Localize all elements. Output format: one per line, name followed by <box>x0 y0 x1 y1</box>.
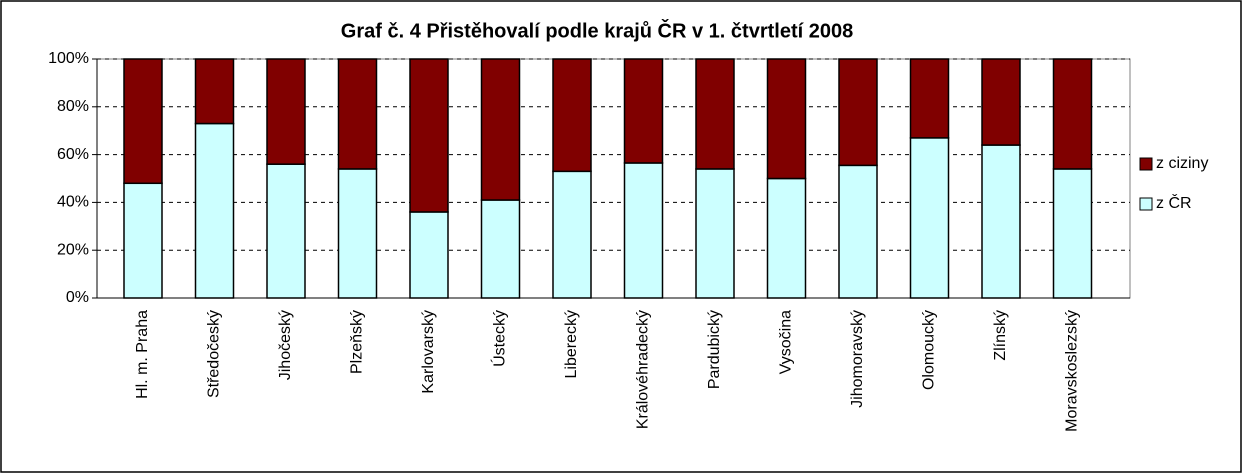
bar-segment <box>981 144 1021 299</box>
bar-segment <box>337 58 378 170</box>
x-tick-label: Karlovarský <box>420 310 437 394</box>
bar-segment <box>695 168 735 299</box>
bar-segment <box>266 163 306 299</box>
x-tick-label: Zlínský <box>992 310 1009 361</box>
bar-segment <box>909 137 950 299</box>
legend-swatch <box>1139 197 1153 211</box>
y-tick-label: 80% <box>57 98 89 115</box>
bar-segment <box>838 58 878 167</box>
bar-segment <box>194 122 235 299</box>
bar-segment <box>194 58 235 125</box>
bar-segment <box>409 58 449 213</box>
bar-segment <box>123 182 163 299</box>
plot-area <box>96 58 1131 299</box>
x-tick-label: Olomoucký <box>921 310 938 390</box>
y-tick-label: 100% <box>48 50 89 67</box>
bar-segment <box>623 58 664 164</box>
x-tick-label: Královéhradecký <box>635 310 652 429</box>
x-tick-label: Ústecký <box>490 310 509 367</box>
bar-segment <box>623 162 664 299</box>
legend-swatch <box>1139 157 1153 171</box>
bar-segment <box>766 177 807 299</box>
bar-segment <box>695 58 735 170</box>
bar-segment <box>480 199 521 299</box>
y-tick-label: 60% <box>57 146 89 163</box>
x-tick-label: Středočeský <box>206 310 223 398</box>
legend-label: z ČR <box>1156 193 1192 212</box>
x-tick-label: Jihočeský <box>277 310 294 380</box>
y-tick-label: 0% <box>66 289 89 306</box>
x-tick-label: Plzeňský <box>349 310 366 374</box>
x-tick-label: Jihomoravský <box>849 310 866 408</box>
x-tick-label: Moravskoslezský <box>1064 310 1081 432</box>
x-tick-label: Liberecký <box>563 310 580 378</box>
y-tick-label: 40% <box>57 194 89 211</box>
bar-segment <box>123 58 163 185</box>
bar-segment <box>552 170 592 299</box>
bar-segment <box>337 168 378 299</box>
bar-segment <box>1052 58 1093 170</box>
y-tick-label: 20% <box>57 241 89 258</box>
legend-label: z ciziny <box>1156 155 1208 172</box>
x-tick-label: Hl. m. Praha <box>134 310 151 399</box>
bar-segment <box>766 58 807 180</box>
bar-segment <box>909 58 950 139</box>
bar-segment <box>838 164 878 299</box>
bar-segment <box>1052 168 1093 299</box>
bar-segment <box>552 58 592 173</box>
bar-segment <box>409 211 449 299</box>
bar-segment <box>480 58 521 201</box>
x-tick-label: Pardubický <box>706 310 723 389</box>
chart-title: Graf č. 4 Přistěhovalí podle krajů ČR v … <box>341 18 853 42</box>
bar-segment <box>266 58 306 165</box>
bar-segment <box>981 58 1021 146</box>
x-tick-label: Vysočina <box>778 310 795 374</box>
